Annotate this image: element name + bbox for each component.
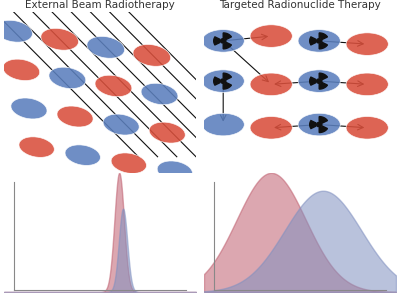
Ellipse shape xyxy=(250,25,292,47)
Text: Targeted Radionuclide Therapy: Targeted Radionuclide Therapy xyxy=(219,0,381,10)
Polygon shape xyxy=(310,121,316,128)
Circle shape xyxy=(316,122,322,127)
Ellipse shape xyxy=(141,83,178,105)
Ellipse shape xyxy=(0,20,32,42)
Ellipse shape xyxy=(57,106,93,127)
Polygon shape xyxy=(223,83,232,89)
Polygon shape xyxy=(319,126,328,133)
Ellipse shape xyxy=(202,70,244,92)
Ellipse shape xyxy=(298,30,340,52)
Ellipse shape xyxy=(49,67,86,89)
Ellipse shape xyxy=(202,30,244,52)
Ellipse shape xyxy=(3,59,40,80)
Polygon shape xyxy=(223,33,232,39)
Ellipse shape xyxy=(103,114,139,135)
Polygon shape xyxy=(214,77,220,85)
Polygon shape xyxy=(223,42,232,49)
Circle shape xyxy=(220,79,226,83)
Polygon shape xyxy=(310,77,316,85)
Polygon shape xyxy=(319,42,328,49)
Polygon shape xyxy=(319,33,328,39)
Ellipse shape xyxy=(202,113,244,136)
Polygon shape xyxy=(223,73,232,80)
Circle shape xyxy=(316,79,322,83)
Text: External Beam Radiotherapy: External Beam Radiotherapy xyxy=(25,0,175,10)
Ellipse shape xyxy=(133,44,171,66)
Ellipse shape xyxy=(87,36,124,58)
Circle shape xyxy=(220,39,226,43)
Ellipse shape xyxy=(11,98,47,119)
Ellipse shape xyxy=(157,161,192,181)
Polygon shape xyxy=(310,37,316,45)
Polygon shape xyxy=(319,117,328,123)
Ellipse shape xyxy=(298,70,340,92)
Ellipse shape xyxy=(149,122,185,143)
Ellipse shape xyxy=(95,75,132,97)
Ellipse shape xyxy=(298,113,340,136)
Ellipse shape xyxy=(111,153,146,173)
Ellipse shape xyxy=(250,73,292,96)
Ellipse shape xyxy=(65,145,100,165)
Ellipse shape xyxy=(346,117,388,139)
Polygon shape xyxy=(214,37,220,45)
Ellipse shape xyxy=(41,28,78,50)
Polygon shape xyxy=(319,83,328,89)
Ellipse shape xyxy=(19,137,54,157)
Ellipse shape xyxy=(346,73,388,96)
Ellipse shape xyxy=(250,117,292,139)
Polygon shape xyxy=(319,73,328,80)
Circle shape xyxy=(316,39,322,43)
Ellipse shape xyxy=(346,33,388,55)
